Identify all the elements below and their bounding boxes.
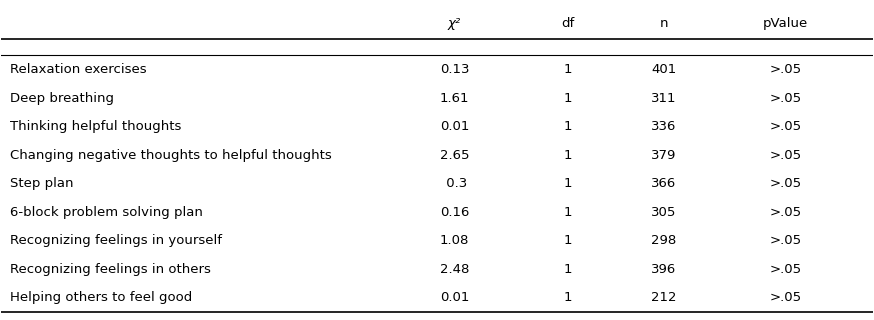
Text: 396: 396 [651, 263, 676, 276]
Text: Helping others to feel good: Helping others to feel good [10, 292, 192, 305]
Text: 0.3: 0.3 [441, 177, 467, 190]
Text: 6-block problem solving plan: 6-block problem solving plan [10, 206, 203, 219]
Text: 1: 1 [564, 206, 572, 219]
Text: 0.01: 0.01 [440, 292, 469, 305]
Text: 0.16: 0.16 [440, 206, 469, 219]
Text: 311: 311 [651, 92, 676, 105]
Text: 336: 336 [651, 120, 676, 133]
Text: 366: 366 [651, 177, 676, 190]
Text: 0.01: 0.01 [440, 120, 469, 133]
Text: 2.48: 2.48 [440, 263, 469, 276]
Text: >.05: >.05 [769, 120, 801, 133]
Text: 1.61: 1.61 [440, 92, 469, 105]
Text: 298: 298 [651, 234, 676, 247]
Text: Thinking helpful thoughts: Thinking helpful thoughts [10, 120, 182, 133]
Text: 1: 1 [564, 263, 572, 276]
Text: pValue: pValue [763, 17, 808, 30]
Text: 1: 1 [564, 149, 572, 162]
Text: 1: 1 [564, 120, 572, 133]
Text: 379: 379 [651, 149, 676, 162]
Text: Changing negative thoughts to helpful thoughts: Changing negative thoughts to helpful th… [10, 149, 332, 162]
Text: 305: 305 [651, 206, 676, 219]
Text: Relaxation exercises: Relaxation exercises [10, 63, 147, 76]
Text: >.05: >.05 [769, 92, 801, 105]
Text: χ²: χ² [447, 17, 461, 30]
Text: Step plan: Step plan [10, 177, 73, 190]
Text: >.05: >.05 [769, 263, 801, 276]
Text: df: df [561, 17, 574, 30]
Text: 0.13: 0.13 [440, 63, 469, 76]
Text: >.05: >.05 [769, 292, 801, 305]
Text: 1: 1 [564, 292, 572, 305]
Text: >.05: >.05 [769, 234, 801, 247]
Text: 1: 1 [564, 234, 572, 247]
Text: 1: 1 [564, 63, 572, 76]
Text: 1.08: 1.08 [440, 234, 469, 247]
Text: 212: 212 [651, 292, 676, 305]
Text: >.05: >.05 [769, 149, 801, 162]
Text: 1: 1 [564, 177, 572, 190]
Text: >.05: >.05 [769, 206, 801, 219]
Text: Recognizing feelings in yourself: Recognizing feelings in yourself [10, 234, 222, 247]
Text: Deep breathing: Deep breathing [10, 92, 114, 105]
Text: Recognizing feelings in others: Recognizing feelings in others [10, 263, 211, 276]
Text: 401: 401 [651, 63, 676, 76]
Text: >.05: >.05 [769, 63, 801, 76]
Text: 2.65: 2.65 [440, 149, 469, 162]
Text: >.05: >.05 [769, 177, 801, 190]
Text: 1: 1 [564, 92, 572, 105]
Text: n: n [659, 17, 668, 30]
